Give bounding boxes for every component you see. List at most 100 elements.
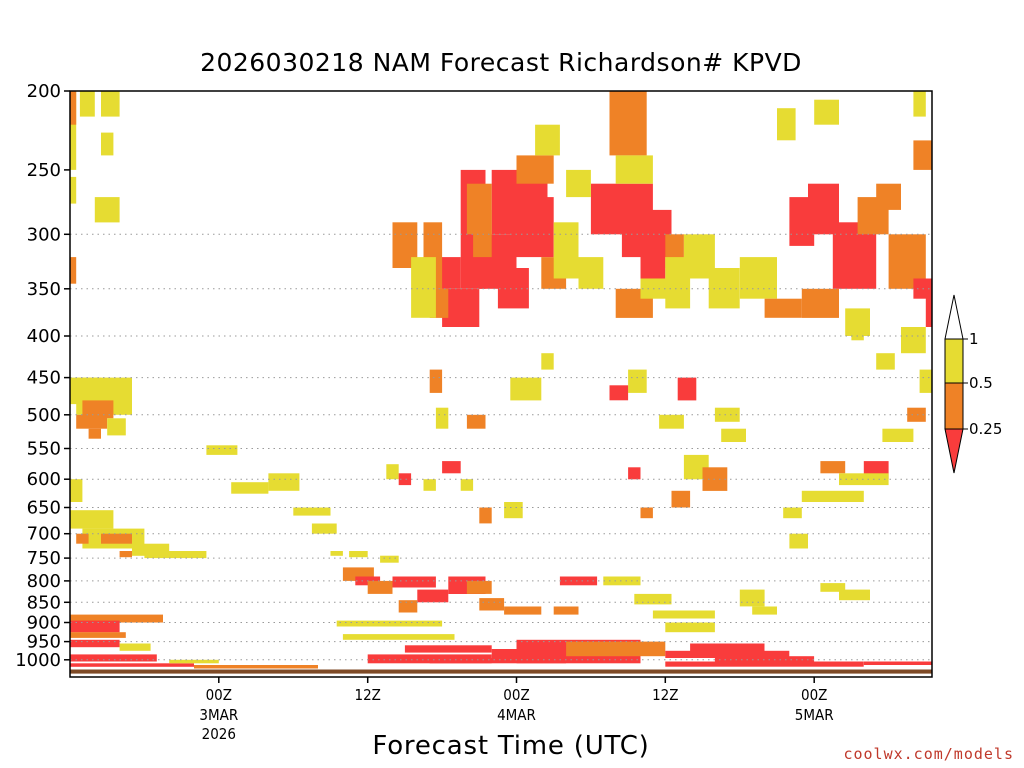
ri-cell-y [70,176,77,204]
ri-cell-o [70,614,163,623]
ri-cell-y [101,91,120,117]
ri-cell-o [820,461,846,474]
ri-cell-y [268,473,300,491]
y-tick-label: 1000 [15,650,61,671]
ri-cell-r [70,654,157,662]
y-tick-label: 750 [27,548,61,569]
y-tick-label: 500 [27,405,61,426]
ri-cell-o [913,140,932,170]
ri-cell-o [566,641,666,657]
ri-cell-y [70,91,77,170]
ri-cell-o [479,507,492,524]
ri-cell-r [70,663,194,667]
y-tick-label: 250 [27,160,61,181]
y-tick-label: 700 [27,524,61,545]
ri-cell-y [845,308,870,336]
ri-cell-y [101,132,114,156]
x-tick-label: 4MAR [497,706,536,724]
ri-cell-y [708,268,740,309]
ri-cell-y [919,369,932,393]
y-tick-label: 800 [27,571,61,592]
ri-cell-y [293,507,331,516]
y-tick-label: 850 [27,592,61,613]
ri-cell-o [876,183,901,210]
ri-cell-o [101,533,132,544]
ri-cell-y [423,479,436,491]
ri-cell-y [342,634,455,640]
ri-cell-y [652,610,715,619]
ri-cell-r [690,643,765,653]
legend-label: 1 [969,330,979,348]
ri-cell-y [603,576,641,586]
ri-cell-o [466,414,486,429]
y-tick-label: 300 [27,224,61,245]
ri-cell-r [392,576,436,588]
ri-cell-o [907,407,926,422]
ri-cell-y [777,108,796,141]
ri-cell-y [721,428,746,442]
color-legend: 1 0.5 0.25 [944,294,1002,474]
ri-cell-r [665,650,790,658]
ri-cell-y [411,257,436,318]
ri-cell-r [398,473,412,486]
y-tick-label: 900 [27,613,61,634]
ri-cell-y [330,551,343,556]
ri-cell-y [801,490,864,502]
ri-cell-y [541,353,554,370]
ri-cell-y [901,327,926,354]
ri-cell-r [925,288,932,327]
ri-cell-y [814,99,839,125]
data-cells [70,91,932,674]
ri-cell-o [609,91,647,156]
y-axis: 200 250 300 350 400 450 500 550 600 650 700 7508008… [15,81,70,671]
ri-cell-r [609,385,629,401]
ri-cell-r [677,377,697,401]
ri-cell-y [839,589,870,601]
y-tick-label: 450 [27,368,61,389]
ri-cell-y [553,222,579,279]
y-tick-label: 600 [27,469,61,490]
ri-cell-y [634,593,672,605]
ri-cell-y [231,482,269,494]
ri-cell-y [783,507,802,519]
legend-label: 0.25 [969,420,1002,438]
chart-title: 2026030218 NAM Forecast Richardson# KPVD [200,48,802,77]
ri-cell-y [578,257,604,289]
ri-cell-r [510,197,554,258]
ri-cell-o [70,91,77,125]
ri-cell-o [76,414,108,429]
y-tick-label: 200 [27,81,61,102]
plot-frame [69,90,933,678]
ri-cell-y [535,124,560,156]
ri-cell-y [665,622,715,633]
ri-cell-y [882,428,914,442]
ri-cell-o [88,428,101,439]
legend-swatch-yellow [944,338,964,384]
legend-arrow-down [944,428,964,474]
ri-cell-r [70,639,120,648]
x-tick-label: 00Z [801,686,827,704]
gridlines [70,233,932,661]
ri-cell-y [714,407,740,422]
credit-label: coolwx.com/models [843,745,1014,763]
ri-cell-o [367,580,393,594]
ri-cell-y [435,407,449,429]
x-tick-label: 00Z [503,686,529,704]
ri-cell-y [752,606,777,615]
ri-cell-y [739,589,765,607]
ri-cell-o [640,507,653,519]
ri-cell-r [404,645,492,653]
ri-cell-y [311,523,337,534]
ri-cell-y [615,155,653,184]
ri-cell-y [628,369,647,393]
ri-cell-r [714,656,815,662]
ri-cell-o [76,533,89,544]
ri-cell-y [504,502,523,519]
x-tick-label: 12Z [354,686,380,704]
ri-cell-o [473,209,492,258]
ri-cell-r [559,576,598,586]
ri-cell-y [94,197,120,223]
ri-cell-o [516,155,554,184]
ri-cell-b [70,669,932,674]
x-tick-label: 2026 [202,725,236,743]
